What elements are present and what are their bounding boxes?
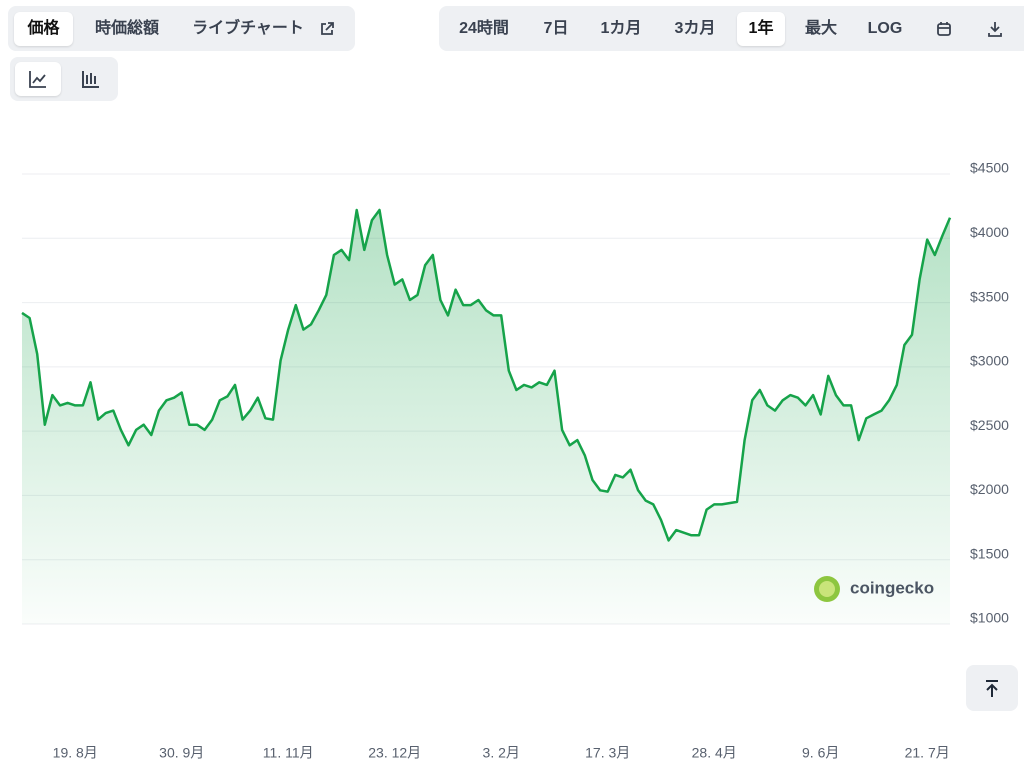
y-tick-label: $1500 [970, 545, 1009, 561]
area [22, 210, 950, 624]
x-tick-label: 30. 9月 [159, 745, 204, 761]
tab[interactable]: 時価総額 [94, 20, 159, 37]
x-tick-label: 28. 4月 [692, 745, 737, 761]
chart-type-group [10, 57, 118, 101]
x-tick-label: 11. 11月 [263, 745, 314, 761]
download-icon[interactable] [987, 20, 1003, 38]
y-tick-label: $1000 [970, 610, 1009, 626]
scroll-top-button[interactable] [966, 665, 1018, 711]
watermark: coingecko [850, 578, 934, 597]
calendar-icon[interactable] [936, 21, 952, 37]
line-chart-button[interactable] [15, 62, 61, 96]
range-group: 24時間 7日 1カ月 3カ月 1年 最大 LOG [439, 6, 1024, 51]
y-tick-label: $3500 [970, 288, 1009, 304]
range-button[interactable]: 24時間 [459, 20, 509, 37]
logo-inner [819, 581, 835, 597]
x-tick-label: 21. 7月 [905, 745, 950, 761]
plot: $1000 $1500 $2000 $2500 $3000 $3500 $4000 $4500… [21, 160, 1009, 761]
y-tick-label: $4500 [970, 160, 1009, 176]
x-tick-label: 23. 12月 [368, 745, 421, 761]
tab-group: 価格 時価総額 ライブチャート [8, 6, 355, 51]
candle-chart-button[interactable] [69, 62, 113, 96]
range-button[interactable]: 3カ月 [674, 20, 716, 37]
external-icon [321, 22, 334, 35]
range-button[interactable]: 最大 [804, 20, 837, 37]
tab[interactable]: ライブチャート [192, 20, 304, 37]
y-tick-label: $2000 [970, 481, 1009, 497]
candle-icon [82, 71, 99, 88]
range-button[interactable]: 7日 [543, 20, 569, 37]
x-tick-label: 9. 6月 [802, 745, 839, 761]
y-tick-label: $4000 [970, 224, 1009, 240]
arrow-up-icon [986, 680, 998, 697]
x-tick-label: 17. 3月 [585, 745, 630, 761]
y-tick-label: $3000 [970, 353, 1009, 369]
line-icon [29, 71, 46, 88]
range-button[interactable]: 1年 [737, 12, 785, 46]
x-tick-label: 3. 2月 [483, 745, 520, 761]
price-line [21, 208, 952, 542]
range-button[interactable]: LOG [867, 20, 903, 37]
range-button[interactable]: 1カ月 [600, 20, 642, 37]
x-tick-label: 19. 8月 [53, 745, 98, 761]
y-tick-label: $2500 [970, 417, 1009, 433]
tab[interactable]: 価格 [14, 12, 73, 46]
